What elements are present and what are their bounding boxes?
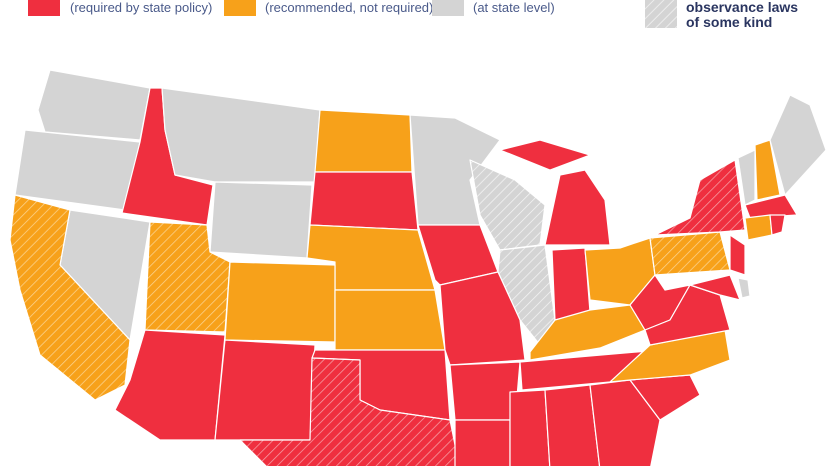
state	[454, 419, 511, 466]
state	[114, 329, 226, 441]
state	[649, 231, 731, 276]
state	[334, 289, 446, 351]
swatch-none	[432, 0, 464, 16]
state	[737, 149, 756, 206]
us-map	[9, 69, 827, 466]
state	[439, 271, 526, 366]
state	[37, 69, 151, 141]
legend: (required by state policy) (recommended,…	[28, 0, 798, 30]
state	[769, 214, 786, 236]
state	[654, 159, 746, 236]
state	[309, 171, 419, 231]
legend-label: (at state level)	[473, 0, 555, 15]
state	[161, 87, 321, 183]
state	[224, 261, 336, 343]
state	[551, 247, 591, 321]
state	[737, 277, 751, 299]
legend-label: (required by state policy)	[70, 0, 212, 15]
state	[544, 169, 611, 246]
legend-label: (recommended, not required)	[265, 0, 433, 15]
state	[314, 109, 413, 173]
state	[209, 181, 313, 259]
state	[744, 214, 773, 241]
state	[754, 139, 781, 201]
swatch-required	[28, 0, 60, 16]
state	[744, 194, 798, 219]
state	[214, 339, 316, 441]
legend-label: of some kind	[686, 14, 772, 30]
state	[689, 274, 741, 301]
state	[9, 194, 131, 401]
swatch-recommended	[224, 0, 256, 16]
state	[499, 139, 591, 171]
state	[509, 389, 551, 466]
state	[544, 384, 601, 466]
state	[729, 234, 746, 276]
swatch-hatched	[645, 0, 677, 28]
state	[769, 94, 827, 196]
state	[14, 129, 141, 211]
legend-label: observance laws	[686, 0, 798, 15]
